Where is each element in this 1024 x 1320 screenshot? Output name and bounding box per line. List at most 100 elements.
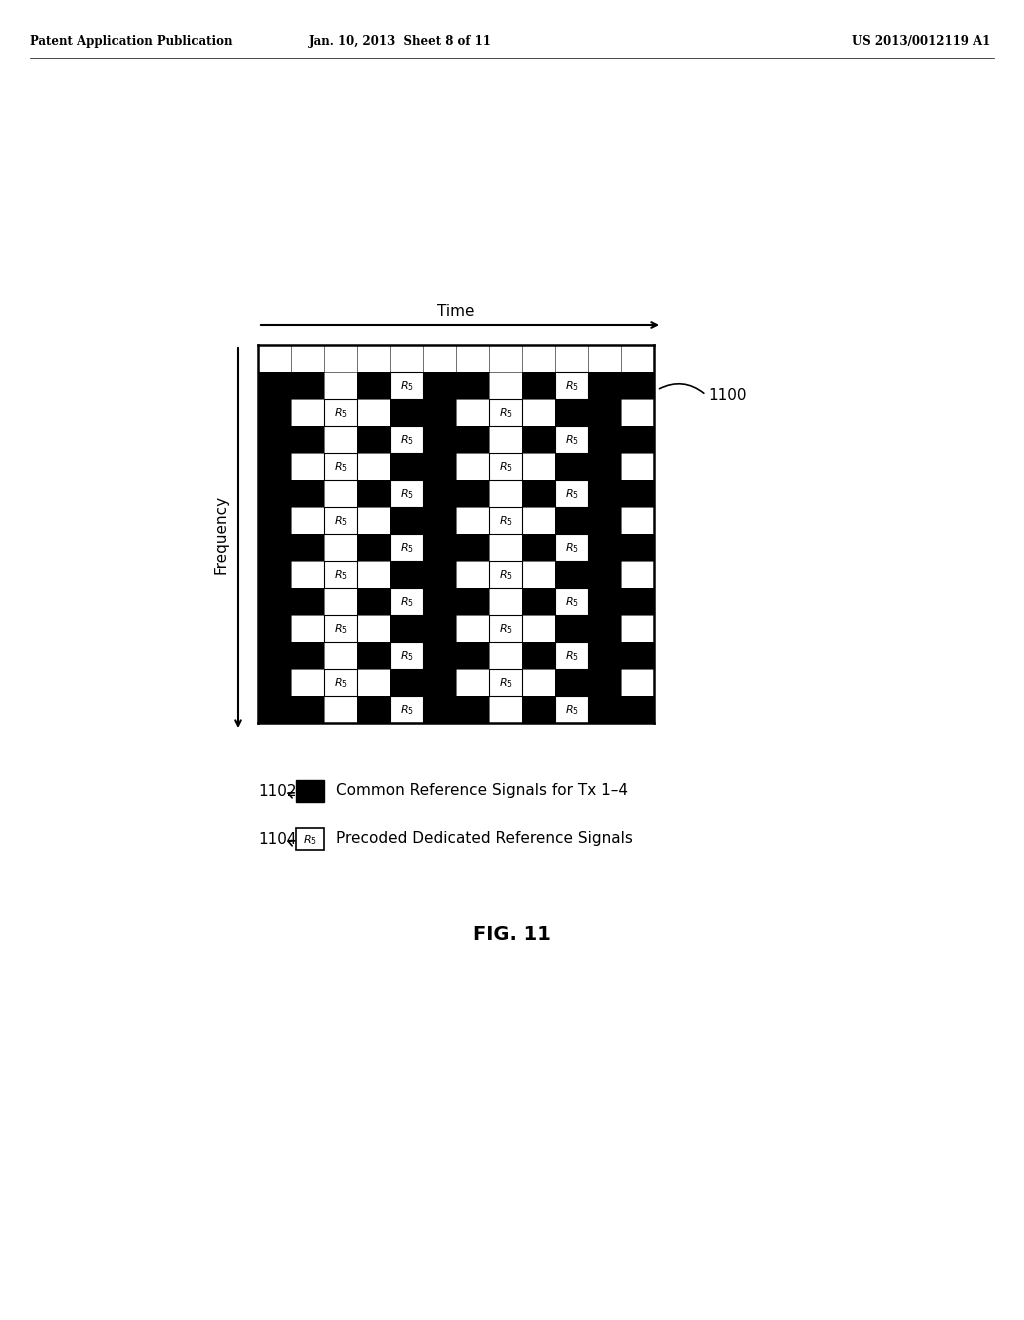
Text: $R_5$: $R_5$ — [399, 487, 414, 502]
Bar — [456, 642, 489, 669]
Text: $R_5$: $R_5$ — [399, 433, 414, 447]
Bar — [588, 426, 621, 453]
Text: $R_5$: $R_5$ — [499, 515, 512, 528]
Bar — [555, 399, 588, 426]
Text: $R_5$: $R_5$ — [334, 515, 347, 528]
Text: FIG. 11: FIG. 11 — [473, 924, 551, 944]
Bar — [588, 669, 621, 696]
Bar — [522, 372, 555, 399]
Bar — [291, 587, 324, 615]
Bar — [390, 507, 423, 535]
Bar — [258, 561, 291, 587]
Bar — [489, 615, 522, 642]
Bar — [588, 480, 621, 507]
Bar — [555, 669, 588, 696]
Text: $R_5$: $R_5$ — [399, 649, 414, 664]
Bar — [588, 642, 621, 669]
Bar — [489, 615, 522, 642]
Text: $R_5$: $R_5$ — [399, 541, 414, 556]
Bar — [258, 535, 291, 561]
Bar — [489, 507, 522, 535]
Bar — [357, 587, 390, 615]
Bar — [423, 642, 456, 669]
Bar — [588, 372, 621, 399]
Bar — [489, 453, 522, 480]
Text: Time: Time — [437, 305, 475, 319]
Bar — [456, 535, 489, 561]
Text: $R_5$: $R_5$ — [399, 380, 414, 393]
Bar — [621, 642, 654, 669]
Text: 1104: 1104 — [258, 832, 297, 846]
Bar — [390, 587, 423, 615]
Text: $R_5$: $R_5$ — [564, 649, 579, 664]
Bar — [390, 696, 423, 723]
Bar — [423, 399, 456, 426]
Bar — [324, 507, 357, 535]
Bar — [423, 696, 456, 723]
Bar — [588, 535, 621, 561]
Bar — [555, 372, 588, 399]
Bar — [258, 399, 291, 426]
Bar — [456, 426, 489, 453]
Bar — [555, 426, 588, 453]
Bar — [588, 587, 621, 615]
Bar — [588, 615, 621, 642]
Bar — [423, 535, 456, 561]
Bar — [555, 587, 588, 615]
Text: $R_5$: $R_5$ — [564, 595, 579, 610]
Text: $R_5$: $R_5$ — [564, 380, 579, 393]
Bar — [522, 426, 555, 453]
Bar — [555, 535, 588, 561]
Bar — [258, 696, 291, 723]
Text: $R_5$: $R_5$ — [499, 407, 512, 420]
Text: $R_5$: $R_5$ — [334, 677, 347, 690]
Bar — [621, 587, 654, 615]
Bar — [423, 561, 456, 587]
Bar — [258, 587, 291, 615]
Bar — [621, 535, 654, 561]
Bar — [423, 669, 456, 696]
Bar — [258, 453, 291, 480]
Text: 1102: 1102 — [258, 784, 297, 799]
Bar — [258, 426, 291, 453]
Text: $R_5$: $R_5$ — [564, 541, 579, 556]
Bar — [489, 453, 522, 480]
Text: Precoded Dedicated Reference Signals: Precoded Dedicated Reference Signals — [336, 832, 633, 846]
Bar — [324, 615, 357, 642]
Bar — [258, 507, 291, 535]
Text: Common Reference Signals for Tx 1–4: Common Reference Signals for Tx 1–4 — [336, 784, 628, 799]
Bar — [621, 426, 654, 453]
Bar — [390, 669, 423, 696]
Bar — [555, 453, 588, 480]
Bar — [390, 480, 423, 507]
Bar — [522, 480, 555, 507]
Bar — [489, 561, 522, 587]
Bar — [489, 507, 522, 535]
Bar — [324, 561, 357, 587]
Text: $R_5$: $R_5$ — [334, 569, 347, 582]
Bar — [390, 642, 423, 669]
Bar — [324, 399, 357, 426]
Bar — [456, 696, 489, 723]
Bar — [423, 480, 456, 507]
Bar — [291, 480, 324, 507]
Text: $R_5$: $R_5$ — [564, 487, 579, 502]
Bar — [296, 828, 324, 850]
Text: Patent Application Publication: Patent Application Publication — [30, 36, 232, 49]
Bar — [324, 561, 357, 587]
Text: $R_5$: $R_5$ — [399, 704, 414, 717]
Bar — [588, 696, 621, 723]
Bar — [423, 615, 456, 642]
Text: $R_5$: $R_5$ — [399, 595, 414, 610]
Bar — [324, 399, 357, 426]
Bar — [357, 535, 390, 561]
Bar — [423, 426, 456, 453]
Text: $R_5$: $R_5$ — [499, 461, 512, 474]
Bar — [324, 453, 357, 480]
Bar — [291, 535, 324, 561]
Bar — [621, 480, 654, 507]
Bar — [423, 453, 456, 480]
Text: $R_5$: $R_5$ — [499, 677, 512, 690]
Bar — [423, 372, 456, 399]
Bar — [291, 696, 324, 723]
